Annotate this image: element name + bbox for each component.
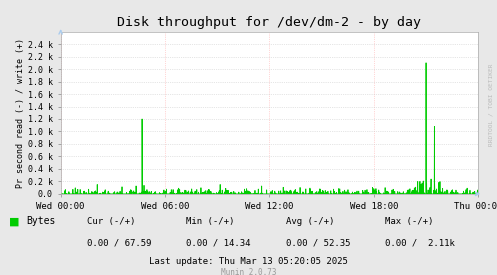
Text: 0.00 / 14.34: 0.00 / 14.34	[186, 239, 251, 248]
Title: Disk throughput for /dev/dm-2 - by day: Disk throughput for /dev/dm-2 - by day	[117, 16, 421, 29]
Text: 0.00 / 67.59: 0.00 / 67.59	[87, 239, 152, 248]
Text: RRDTOOL / TOBI OETIKER: RRDTOOL / TOBI OETIKER	[489, 63, 494, 146]
Text: Bytes: Bytes	[26, 216, 55, 226]
Text: Avg (-/+): Avg (-/+)	[286, 217, 334, 226]
Text: ■: ■	[9, 216, 19, 226]
Text: Last update: Thu Mar 13 05:20:05 2025: Last update: Thu Mar 13 05:20:05 2025	[149, 257, 348, 266]
Text: 0.00 / 52.35: 0.00 / 52.35	[286, 239, 350, 248]
Text: Max (-/+): Max (-/+)	[385, 217, 433, 226]
Text: Min (-/+): Min (-/+)	[186, 217, 235, 226]
Text: 0.00 /  2.11k: 0.00 / 2.11k	[385, 239, 455, 248]
Text: Cur (-/+): Cur (-/+)	[87, 217, 135, 226]
Text: Munin 2.0.73: Munin 2.0.73	[221, 268, 276, 275]
Y-axis label: Pr second read (-) / write (+): Pr second read (-) / write (+)	[16, 38, 25, 188]
